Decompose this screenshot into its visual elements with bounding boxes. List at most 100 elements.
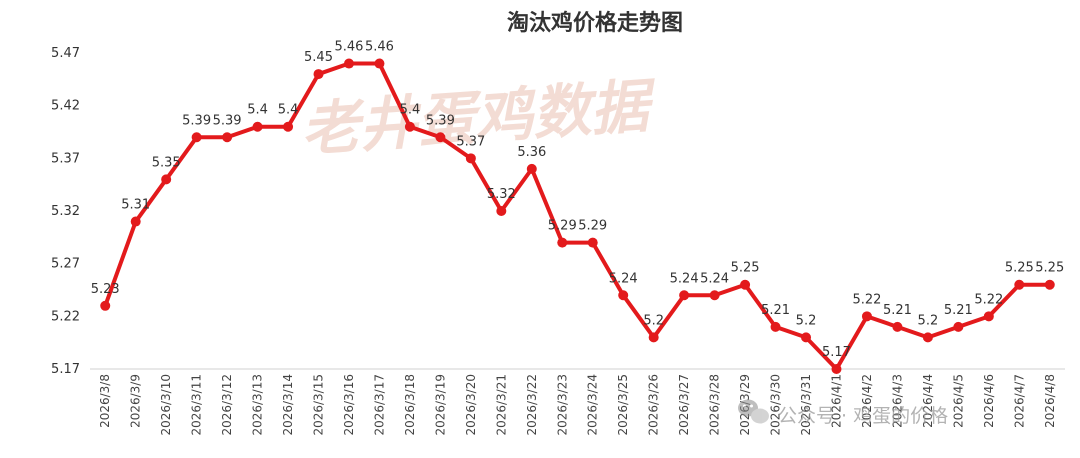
data-point (953, 321, 964, 332)
data-point (618, 290, 629, 301)
x-tick-label: 2026/4/7 (1012, 374, 1026, 428)
x-tick-label: 2026/3/17 (372, 374, 386, 436)
data-label: 5.17 (822, 345, 851, 360)
data-label: 5.32 (487, 187, 516, 202)
x-tick-label: 2026/3/22 (525, 374, 539, 436)
data-point (770, 321, 781, 332)
data-point (648, 332, 659, 343)
x-tick-label: 2026/3/28 (708, 374, 722, 436)
data-label: 5.37 (456, 134, 485, 149)
data-point (557, 237, 568, 248)
data-point (222, 132, 233, 143)
data-point (526, 163, 537, 174)
data-label: 5.29 (548, 219, 577, 234)
data-label: 5.21 (761, 303, 790, 318)
data-label: 5.46 (365, 40, 394, 55)
data-label: 5.25 (731, 261, 760, 276)
data-label: 5.4 (400, 103, 421, 118)
data-point (801, 332, 812, 343)
data-point (130, 216, 141, 227)
data-point (740, 279, 751, 290)
watermark: 老井蛋鸡数据 (299, 71, 660, 164)
x-tick-label: 2026/3/11 (190, 374, 204, 436)
data-point (861, 311, 872, 322)
data-label: 5.35 (152, 155, 181, 170)
data-point (404, 121, 415, 132)
data-point (465, 153, 476, 164)
chart-title: 淘汰鸡价格走势图 (507, 10, 683, 36)
data-point (161, 174, 172, 185)
data-point (983, 311, 994, 322)
source-watermark: 公众号 · 鸡蛋的价格 (738, 399, 948, 427)
x-tick-label: 2026/4/2 (860, 374, 874, 428)
data-point (252, 121, 263, 132)
data-label: 5.23 (91, 282, 120, 297)
data-label: 5.24 (609, 271, 638, 286)
x-tick-label: 2026/3/21 (494, 374, 508, 436)
data-point (374, 58, 385, 69)
x-tick-label: 2026/4/8 (1043, 374, 1057, 428)
data-point (343, 58, 354, 69)
data-label: 5.21 (883, 303, 912, 318)
x-tick-label: 2026/4/3 (890, 374, 904, 428)
x-tick-label: 2026/3/13 (251, 374, 265, 436)
x-tick-label: 2026/3/31 (799, 374, 813, 436)
data-label: 5.39 (182, 113, 211, 128)
data-point (831, 364, 842, 374)
y-tick-label: 5.37 (51, 151, 80, 166)
x-tick-label: 2026/3/25 (616, 374, 630, 436)
data-point (1014, 279, 1025, 290)
x-tick-label: 2026/3/9 (129, 374, 143, 428)
data-point (892, 321, 903, 332)
data-labels: 5.235.315.355.39 5.395.4 5.45.455.46 5.465.… (91, 40, 1064, 360)
x-tick-label: 2026/3/15 (312, 374, 326, 436)
data-points (100, 58, 1055, 374)
data-label: 5.2 (918, 313, 939, 328)
y-tick-label: 5.32 (51, 204, 80, 219)
x-tick-label: 2026/3/26 (647, 374, 661, 436)
x-tick-label: 2026/3/14 (281, 374, 295, 436)
x-tick-label: 2026/3/23 (555, 374, 569, 436)
x-axis: 2026/3/8 2026/3/9 2026/3/10 2026/3/11 2026/3… (90, 368, 1065, 436)
data-label: 5.4 (278, 103, 299, 118)
data-point (1044, 279, 1055, 290)
y-tick-label: 5.17 (51, 362, 80, 377)
x-tick-label: 2026/4/4 (921, 374, 935, 428)
data-point (496, 206, 507, 216)
y-tick-label: 5.42 (51, 99, 80, 114)
data-point (709, 290, 720, 301)
data-label: 5.29 (578, 219, 607, 234)
data-label: 5.39 (213, 113, 242, 128)
data-label: 5.22 (852, 292, 881, 307)
x-tick-label: 2026/4/1 (829, 374, 843, 428)
data-point (100, 300, 111, 311)
data-point (679, 290, 690, 301)
x-tick-label: 2026/3/16 (342, 374, 356, 436)
y-tick-label: 5.22 (51, 309, 80, 324)
x-tick-label: 2026/3/19 (433, 374, 447, 436)
y-tick-label: 5.47 (51, 46, 80, 61)
y-tick-label: 5.27 (51, 257, 80, 272)
data-label: 5.31 (121, 198, 150, 213)
data-label: 5.25 (1005, 261, 1034, 276)
data-point (283, 121, 294, 132)
x-tick-label: 2026/4/5 (951, 374, 965, 428)
data-label: 5.39 (426, 113, 455, 128)
x-tick-label: 2026/3/10 (159, 374, 173, 436)
data-point (313, 69, 324, 80)
data-label: 5.2 (796, 313, 817, 328)
data-point (922, 332, 933, 343)
data-label: 5.22 (974, 292, 1003, 307)
data-point (191, 132, 202, 143)
x-tick-label: 2026/3/27 (677, 374, 691, 436)
x-tick-label: 2026/3/12 (220, 374, 234, 436)
data-label: 5.45 (304, 50, 333, 65)
watermark-text: 老井蛋鸡数据 (299, 71, 660, 164)
data-point (587, 237, 598, 248)
data-label: 5.46 (335, 40, 364, 55)
series-line (103, 61, 1052, 371)
x-tick-label: 2026/3/18 (403, 374, 417, 436)
data-label: 5.2 (643, 313, 664, 328)
x-tick-label: 2026/3/8 (98, 374, 112, 428)
